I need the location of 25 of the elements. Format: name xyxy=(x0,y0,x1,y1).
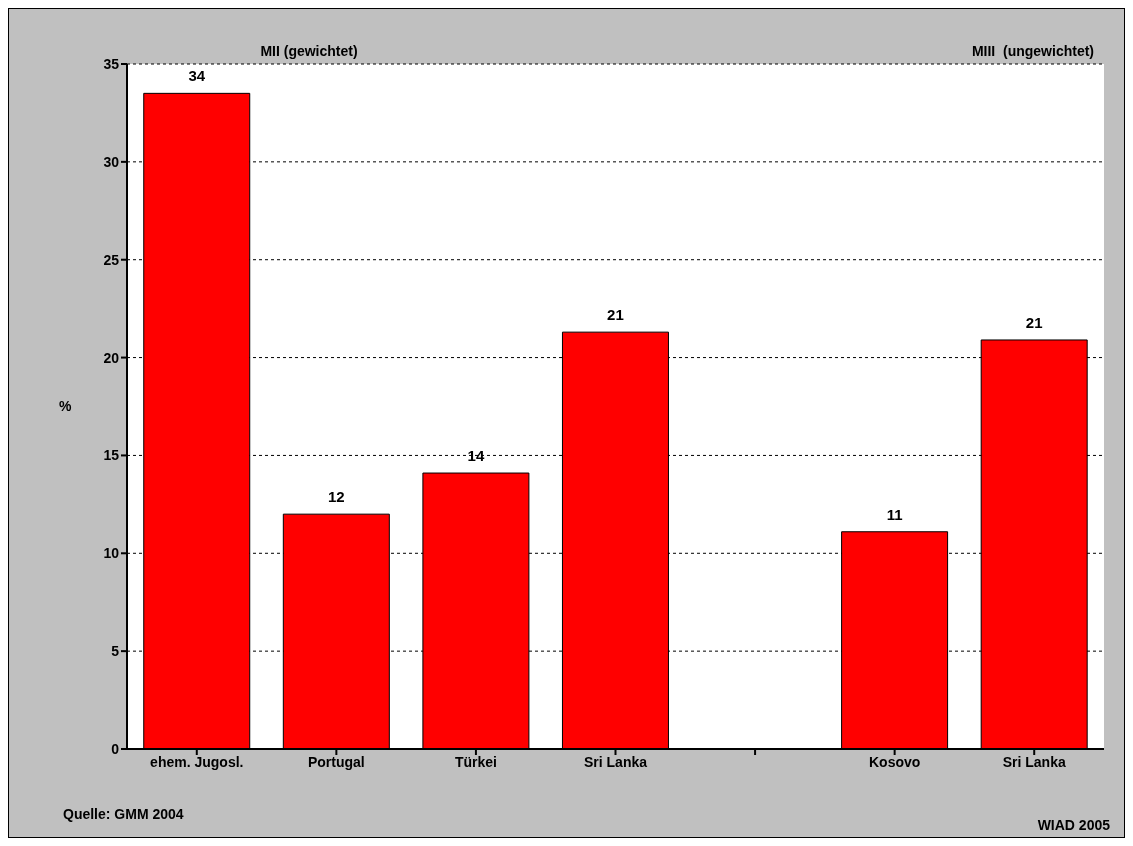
data-label: 14 xyxy=(467,447,485,465)
data-label: 21 xyxy=(1025,313,1043,331)
y-tick-label: 30 xyxy=(103,153,120,170)
text: MII (gewichtet) xyxy=(260,43,358,59)
data-label: 34 xyxy=(188,67,206,85)
y-tick-label: 10 xyxy=(103,545,120,562)
y-axis-title: % xyxy=(59,398,72,415)
source-note: Quelle: GMM 2004 xyxy=(63,806,184,822)
data-label: 12 xyxy=(327,488,345,506)
x-tick-label: Portugal xyxy=(307,753,365,770)
text: WIAD 2005 xyxy=(1037,817,1110,833)
x-tick-label: ehem. Jugosl. xyxy=(150,753,244,770)
y-tick-label: 35 xyxy=(103,55,120,72)
y-tick-label: 20 xyxy=(103,349,120,366)
y-tick-label: 0 xyxy=(111,740,120,757)
y-tick-label: 15 xyxy=(103,447,120,464)
data-label: 21 xyxy=(607,306,624,324)
x-tick-label: Sri Lanka xyxy=(1002,753,1066,770)
x-tick-label: Türkei xyxy=(454,753,497,770)
y-tick-label: 25 xyxy=(103,251,120,268)
x-tick-label: Kosovo xyxy=(868,753,921,770)
text: MIII (ungewichtet) xyxy=(971,43,1094,59)
data-label: 11 xyxy=(886,505,903,523)
x-tick-label: Sri Lanka xyxy=(583,753,648,770)
y-tick-label: 5 xyxy=(111,643,120,660)
